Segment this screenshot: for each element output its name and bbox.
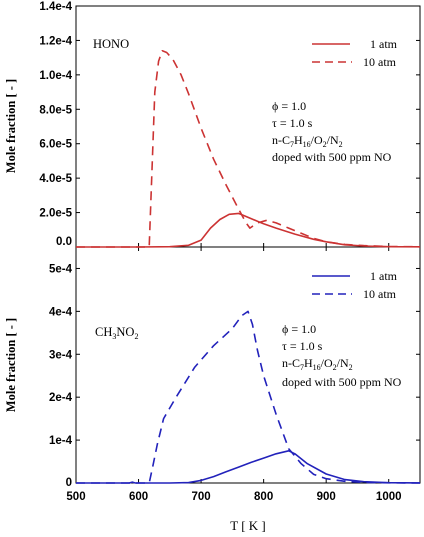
bottom-mixture: n-C7H16/O2/N2 — [282, 356, 353, 372]
xtick-label: 1000 — [376, 491, 402, 503]
bottom-ytick-label: 0 — [66, 477, 72, 489]
ch-mid: NO — [116, 325, 134, 339]
top-ytick-label: 6.0e-5 — [39, 139, 72, 151]
bottom-ytick-label: 4e-4 — [49, 306, 73, 318]
top-y-ticks: 0.0 2.0e-5 4.0e-5 6.0e-5 8.0e-5 1.0e-4 1.2e-4 1… — [39, 1, 420, 248]
top-legend: 1 atm 10 atm — [312, 37, 398, 69]
top-annotation: ϕ = 1.0 τ = 1.0 s n-C7H16/O2/N2 doped wi… — [272, 99, 392, 164]
top-ytick-label: 1.2e-4 — [39, 35, 72, 47]
bottom-species-label: CH3NO2 — [95, 325, 138, 341]
x-axis-label: T [ K ] — [230, 518, 266, 533]
bottom-y-axis-label: Mole fraction [ - ] — [4, 318, 18, 412]
top-ytick-label: 1.4e-4 — [39, 1, 72, 13]
ch-sub1: 3 — [112, 332, 116, 341]
bottom-legend-label-1atm: 1 atm — [370, 269, 398, 283]
top-legend-label-10atm: 10 atm — [363, 55, 397, 69]
top-species-label: HONO — [93, 37, 129, 51]
bottom-annotation: ϕ = 1.0 τ = 1.0 s n-C7H16/O2/N2 doped wi… — [282, 322, 402, 389]
top-legend-label-1atm: 1 atm — [370, 37, 398, 51]
top-series-10atm-line — [76, 50, 421, 248]
bottom-panel-frame — [75, 246, 421, 484]
ch-sub2: 2 — [134, 332, 138, 341]
bottom-series-group — [76, 310, 421, 484]
bottom-ytick-label: 1e-4 — [49, 435, 73, 447]
top-mixture: n-C7H16/O2/N2 — [272, 133, 343, 149]
top-ytick-label: 2.0e-5 — [39, 208, 72, 220]
xtick-label: 900 — [317, 491, 336, 503]
top-series-1atm-line — [76, 212, 421, 248]
bottom-series-1atm-line — [76, 450, 421, 484]
bottom-phi: ϕ = 1.0 — [282, 322, 316, 336]
ch-prefix: CH — [95, 325, 112, 339]
bottom-y-ticks: 0 1e-4 2e-4 3e-4 4e-4 5e-4 — [49, 263, 420, 489]
bottom-legend: 1 atm 10 atm — [312, 269, 398, 301]
top-ytick-label: 0.0 — [56, 236, 72, 248]
top-tau: τ = 1.0 s — [272, 116, 313, 130]
xtick-label: 500 — [66, 491, 85, 503]
top-series-group — [76, 50, 421, 248]
bottom-doping: doped with 500 ppm NO — [282, 375, 402, 389]
x-ticks: 500 600 700 800 900 1000 — [66, 243, 402, 503]
bottom-ytick-label: 5e-4 — [49, 263, 73, 275]
top-y-axis-label: Mole fraction [ - ] — [4, 79, 18, 173]
top-phi: ϕ = 1.0 — [272, 99, 306, 113]
xtick-label: 700 — [191, 491, 210, 503]
xtick-label: 800 — [254, 491, 273, 503]
top-ytick-label: 8.0e-5 — [39, 104, 72, 116]
bottom-ytick-label: 2e-4 — [49, 392, 73, 404]
bottom-tau: τ = 1.0 s — [282, 339, 323, 353]
top-doping: doped with 500 ppm NO — [272, 150, 392, 164]
bottom-series-10atm-line — [76, 310, 421, 484]
xtick-label: 600 — [129, 491, 148, 503]
top-ytick-label: 4.0e-5 — [39, 173, 72, 185]
top-ytick-label: 1.0e-4 — [39, 70, 72, 82]
bottom-legend-label-10atm: 10 atm — [363, 287, 397, 301]
bottom-ytick-label: 3e-4 — [49, 349, 73, 361]
